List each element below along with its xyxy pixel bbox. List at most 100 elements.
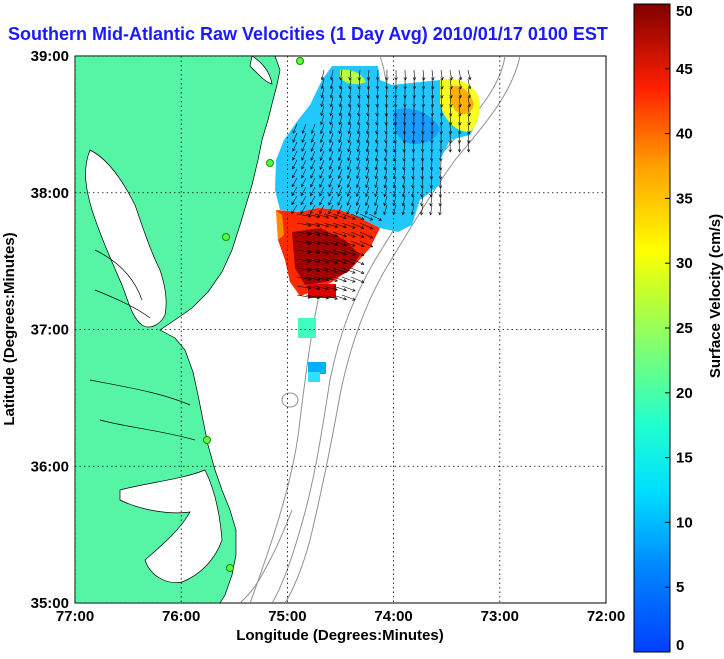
current-vector-icon — [307, 214, 312, 218]
colorbar-tick-label: 5 — [676, 579, 684, 596]
current-vector-icon — [412, 168, 415, 179]
current-vector-icon — [334, 278, 339, 282]
current-vector-icon — [419, 211, 424, 216]
current-vector-icon — [401, 211, 405, 216]
current-vector-icon — [356, 195, 361, 206]
current-vector-icon — [325, 224, 330, 228]
current-vector-icon — [305, 213, 320, 218]
current-vector-icon — [343, 297, 347, 301]
current-vector-icon — [320, 132, 325, 143]
current-vector-icon — [440, 76, 444, 81]
current-vector-icon — [341, 222, 356, 229]
current-vector-icon — [338, 103, 343, 108]
current-vector-icon — [440, 86, 444, 90]
current-vector-icon — [307, 232, 312, 236]
current-vector-icon — [328, 157, 333, 162]
current-vector-icon — [319, 168, 325, 179]
current-vector-icon — [421, 177, 424, 188]
current-vector-icon — [467, 94, 472, 99]
current-vector-icon — [314, 240, 329, 245]
map-title: Southern Mid-Atlantic Raw Velocities (1 … — [8, 24, 608, 44]
current-vector-icon — [292, 168, 298, 178]
current-vector-icon — [448, 131, 453, 135]
current-vector-icon — [329, 103, 333, 108]
current-vector-icon — [384, 177, 388, 188]
current-vector-icon — [314, 294, 329, 299]
current-vector-icon — [457, 140, 462, 144]
current-vector-icon — [332, 294, 347, 300]
current-vector-icon — [310, 192, 314, 197]
current-vector-icon — [329, 112, 333, 117]
current-vector-icon — [367, 78, 370, 89]
current-vector-icon — [352, 270, 356, 274]
current-vector-icon — [319, 175, 323, 179]
current-vector-icon — [401, 202, 406, 207]
current-vector-icon — [332, 213, 347, 219]
current-vector-icon — [305, 285, 320, 290]
current-vector-icon — [448, 140, 453, 144]
current-vector-icon — [421, 186, 424, 197]
current-vector-icon — [339, 96, 343, 107]
current-vector-icon — [305, 240, 320, 245]
current-vector-icon — [431, 159, 433, 170]
current-vector-icon — [360, 279, 365, 283]
current-vector-icon — [376, 123, 379, 134]
current-vector-icon — [393, 113, 398, 117]
current-vector-icon — [352, 261, 356, 265]
current-vector-icon — [323, 294, 338, 300]
y-tick-label: 35:00 — [31, 595, 69, 612]
current-vector-icon — [393, 131, 397, 135]
current-vector-icon — [375, 86, 380, 90]
current-vector-icon — [357, 150, 361, 161]
current-vector-icon — [356, 186, 361, 197]
current-vector-icon — [352, 288, 356, 292]
current-vector-icon — [325, 269, 330, 273]
current-vector-icon — [292, 165, 296, 170]
current-vector-icon — [394, 159, 397, 170]
current-vector-icon — [321, 69, 325, 80]
current-vector-icon — [358, 78, 361, 89]
current-vector-icon — [310, 150, 316, 161]
current-vector-icon — [413, 132, 415, 143]
bathymetry-contour — [281, 392, 299, 408]
current-vector-icon — [374, 166, 378, 171]
current-vector-icon — [302, 123, 307, 134]
current-vector-icon — [376, 114, 379, 125]
current-vector-icon — [357, 114, 361, 125]
current-vector-icon — [458, 123, 461, 134]
current-vector-icon — [430, 104, 435, 108]
current-vector-icon — [355, 202, 360, 206]
current-vector-icon — [310, 157, 314, 161]
current-vector-icon — [393, 166, 397, 171]
current-vector-icon — [439, 104, 444, 108]
current-vector-icon — [422, 78, 425, 89]
current-vector-icon — [330, 87, 334, 98]
current-vector-icon — [300, 186, 307, 196]
current-vector-icon — [393, 204, 397, 215]
current-vector-icon — [402, 175, 406, 180]
current-vector-icon — [411, 193, 415, 198]
current-vector-icon — [393, 104, 398, 108]
current-vector-icon — [401, 193, 406, 198]
velocity-field — [275, 66, 480, 382]
current-vector-icon — [438, 176, 443, 180]
current-vector-icon — [320, 76, 325, 81]
velocity-cell — [308, 372, 320, 382]
current-vector-icon — [329, 76, 334, 81]
current-vector-icon — [383, 193, 387, 198]
current-vector-icon — [429, 176, 434, 180]
current-vector-icon — [348, 85, 352, 90]
current-vector-icon — [383, 175, 388, 180]
current-vector-icon — [449, 76, 453, 81]
current-vector-icon — [319, 177, 325, 188]
current-vector-icon — [374, 184, 378, 189]
current-vector-icon — [352, 243, 356, 247]
current-vector-icon — [329, 130, 333, 135]
current-vector-icon — [374, 211, 378, 216]
current-vector-icon — [356, 177, 361, 188]
current-vector-icon — [384, 168, 388, 179]
current-vector-icon — [314, 249, 329, 254]
current-vector-icon — [334, 296, 339, 300]
current-vector-icon — [375, 159, 379, 170]
current-vector-icon — [458, 114, 461, 125]
